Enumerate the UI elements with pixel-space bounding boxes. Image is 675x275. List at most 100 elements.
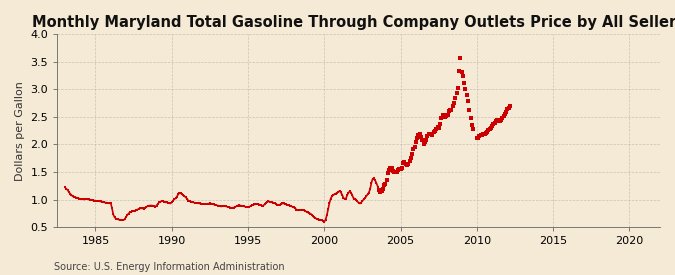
Point <box>412 136 423 141</box>
Point <box>376 189 387 194</box>
Point <box>466 123 477 127</box>
Point <box>488 122 499 127</box>
Point <box>429 129 440 133</box>
Point <box>381 178 392 182</box>
Point <box>485 125 496 130</box>
Point <box>435 122 446 126</box>
Title: Monthly Maryland Total Gasoline Through Company Outlets Price by All Sellers: Monthly Maryland Total Gasoline Through … <box>32 15 675 30</box>
Point <box>396 165 407 170</box>
Point <box>426 131 437 136</box>
Point <box>465 116 476 120</box>
Y-axis label: Dollars per Gallon: Dollars per Gallon <box>15 81 25 180</box>
Point <box>448 104 458 108</box>
Point <box>472 136 483 140</box>
Point <box>417 138 428 142</box>
Point <box>394 167 405 172</box>
Point <box>398 161 408 165</box>
Point <box>436 116 447 121</box>
Point <box>399 160 410 164</box>
Point <box>400 162 411 166</box>
Point <box>461 93 472 97</box>
Point <box>442 113 453 117</box>
Point <box>483 128 493 132</box>
Point <box>446 108 457 112</box>
Point <box>497 116 508 120</box>
Point <box>501 109 512 114</box>
Point <box>377 187 388 191</box>
Point <box>416 135 427 140</box>
Point <box>422 134 433 138</box>
Point <box>495 117 506 122</box>
Point <box>386 166 397 170</box>
Point <box>421 138 431 142</box>
Point <box>491 119 502 123</box>
Point <box>437 113 448 117</box>
Point <box>419 140 430 144</box>
Point <box>433 126 444 130</box>
Point <box>404 159 415 163</box>
Point <box>418 142 429 146</box>
Point <box>380 182 391 186</box>
Point <box>450 96 461 100</box>
Point <box>390 170 401 175</box>
Point <box>402 163 412 167</box>
Point <box>452 86 463 91</box>
Point <box>406 152 417 156</box>
Point <box>504 105 514 110</box>
Point <box>482 130 493 134</box>
Point <box>462 98 473 103</box>
Point <box>383 171 394 175</box>
Point <box>479 131 490 136</box>
Point <box>387 168 398 173</box>
Point <box>375 190 385 194</box>
Point <box>423 132 434 136</box>
Point <box>472 136 483 140</box>
Text: Source: U.S. Energy Information Administration: Source: U.S. Energy Information Administ… <box>54 262 285 272</box>
Point <box>379 183 389 188</box>
Point <box>456 70 467 74</box>
Point <box>477 133 487 137</box>
Point <box>413 133 424 137</box>
Point <box>408 147 418 151</box>
Point <box>502 107 513 111</box>
Point <box>425 131 435 136</box>
Point <box>458 74 468 79</box>
Point <box>392 170 402 174</box>
Point <box>414 131 425 136</box>
Point <box>455 56 466 60</box>
Point <box>454 68 464 73</box>
Point <box>403 162 414 166</box>
Point <box>489 120 500 125</box>
Point <box>505 104 516 108</box>
Point <box>432 125 443 129</box>
Point <box>451 91 462 95</box>
Point <box>494 119 505 123</box>
Point <box>492 118 503 122</box>
Point <box>393 168 404 172</box>
Point <box>439 112 450 117</box>
Point <box>493 117 504 122</box>
Point <box>498 114 509 118</box>
Point <box>500 112 510 116</box>
Point <box>468 126 479 131</box>
Point <box>459 81 470 85</box>
Point <box>443 109 454 114</box>
Point <box>373 188 384 192</box>
Point <box>396 167 406 171</box>
Point <box>410 140 421 144</box>
Point <box>445 108 456 112</box>
Point <box>441 114 452 118</box>
Point <box>389 170 400 174</box>
Point <box>460 87 471 91</box>
Point <box>484 127 495 131</box>
Point <box>474 134 485 139</box>
Point <box>481 131 491 135</box>
Point <box>478 132 489 136</box>
Point <box>406 156 416 160</box>
Point <box>384 167 395 172</box>
Point <box>427 133 438 137</box>
Point <box>409 145 420 150</box>
Point <box>449 101 460 106</box>
Point <box>428 130 439 134</box>
Point <box>439 115 450 119</box>
